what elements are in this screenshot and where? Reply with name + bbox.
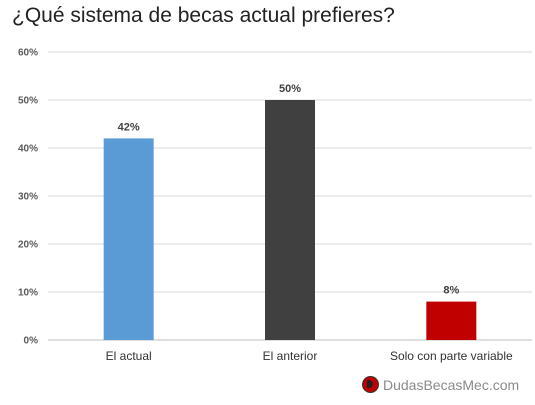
x-category-label: El actual — [106, 349, 152, 363]
bar — [103, 138, 154, 340]
bar — [426, 301, 477, 340]
bar — [265, 100, 315, 340]
x-category-label: El anterior — [263, 349, 318, 363]
bars — [103, 100, 477, 340]
data-label: 50% — [279, 83, 301, 95]
y-axis-ticks: 0% 10% 20% 30% 40% 50% 60% — [18, 48, 38, 347]
y-tick-label: 40% — [18, 144, 38, 155]
y-tick-label: 0% — [24, 336, 39, 347]
y-tick-label: 20% — [18, 240, 38, 251]
y-tick-label: 30% — [18, 192, 38, 203]
y-tick-label: 50% — [18, 96, 38, 107]
x-axis-categories: El actual El anterior Solo con parte varia… — [106, 349, 513, 363]
watermark: DudasBecasMec.com — [362, 376, 519, 393]
data-label: 42% — [118, 121, 140, 133]
watermark-text: DudasBecasMec.com — [383, 376, 520, 393]
logo-icon — [362, 376, 379, 393]
y-tick-label: 60% — [18, 48, 38, 59]
chart-title: ¿Qué sistema de becas actual prefieres? — [12, 4, 395, 27]
x-category-label: Solo con parte variable — [390, 349, 513, 363]
y-tick-label: 10% — [18, 288, 38, 299]
data-label: 8% — [443, 285, 459, 297]
data-labels: 42% 50% 8% — [118, 83, 460, 297]
